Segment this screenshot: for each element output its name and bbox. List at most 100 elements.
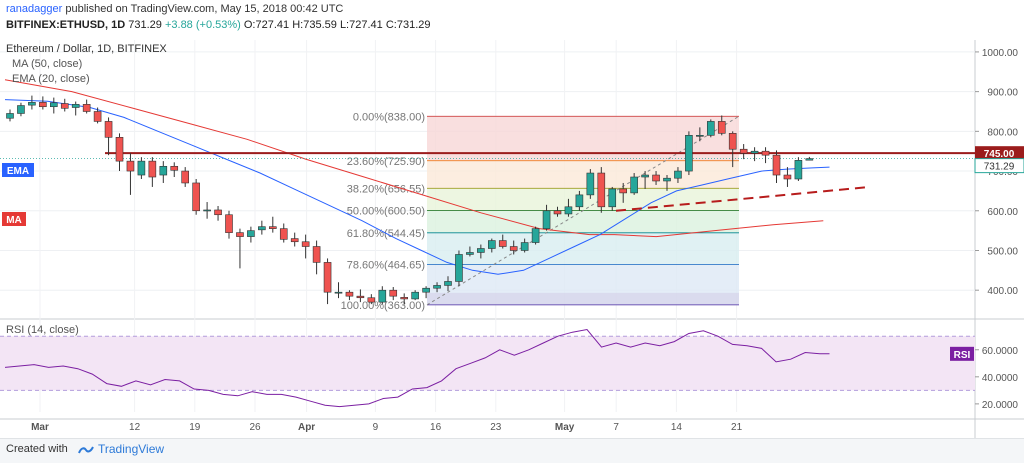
rsi-band [0,336,975,391]
candle [608,186,617,211]
candle-body [706,121,715,136]
candle-body [531,228,540,243]
candle-body [761,150,770,156]
candle-body [509,246,518,251]
fib-level-label: 50.00%(600.50) [347,206,425,218]
candle [652,171,660,185]
rsi-legend: RSI (14, close) [6,324,79,336]
candle-body [17,105,25,114]
candle [422,286,430,299]
rsi-tick-label: 60.0000 [982,346,1019,357]
candle [82,99,91,114]
x-tick-label: 23 [490,422,502,433]
candle-body [236,232,244,237]
low-label: L: [339,19,350,31]
candle [236,228,244,269]
candle [531,226,540,245]
candle [28,95,36,110]
candle-body [82,104,91,112]
candle-body [268,226,277,229]
y-tick-label: 800.00 [987,127,1018,138]
candle-body [805,158,814,161]
candle [301,234,310,259]
candle [455,250,463,287]
candle-body [312,246,321,263]
candle [641,171,649,189]
chart-title: Ethereum / Dollar, 1D, BITFINEX [6,43,167,55]
candle-body [301,241,310,247]
rsi-tag [950,346,974,361]
last-price: 731.29 [128,19,162,31]
candle [356,289,365,303]
candle [498,234,507,249]
candle-body [608,188,617,208]
candle-body [663,177,671,182]
ma50-line [4,79,824,238]
candle-body [170,165,179,171]
candle [794,157,803,181]
rsi-tick-label: 20.0000 [982,400,1019,411]
candle-body [739,148,748,154]
candle-body [772,154,781,176]
fib-zone [427,210,739,233]
candle [575,190,584,211]
candle [761,147,770,164]
y-tick-label: 400.00 [987,286,1018,297]
candle [487,238,496,253]
candle [706,119,715,138]
candle [466,246,474,257]
fib-trend-line [426,115,740,306]
candle [717,115,726,136]
candle [148,157,157,187]
candle-body [214,209,222,216]
candle-body [477,248,485,253]
fib-zone [427,232,739,265]
tradingview-brand-text: TradingView [98,442,165,456]
open-label: O: [243,19,256,31]
candle-body [498,240,507,247]
candle-body [728,133,737,150]
candle [247,226,255,243]
fib-level-label: 78.60%(464.65) [347,260,425,272]
rsi-line [4,328,830,408]
candle-body [455,254,463,282]
candle [104,117,113,156]
candle-body [93,111,102,122]
symbol-label: BITFINEX:ETHUSD, 1D [6,19,126,31]
price-change: +3.88 (+0.53%) [164,19,241,31]
high-label: H: [292,19,304,31]
candle-body [783,174,792,180]
candle [39,96,47,110]
candle-body [674,170,682,179]
candle [49,97,58,114]
candle-body [28,102,36,106]
candle-body [487,240,496,249]
candle [323,258,332,305]
candle [225,210,233,239]
candle-body [258,226,266,231]
candle [378,286,387,305]
candle-body [225,214,233,233]
candle-body [794,160,803,180]
candle-body [290,238,299,243]
candle-body [247,230,255,237]
resistance-price-tag [975,146,1024,161]
last-price-tag [974,158,1024,174]
publisher-link[interactable]: ranadagger [6,3,63,15]
publish-info: ranadagger published on TradingView.com,… [6,3,343,15]
candle-body [630,176,638,194]
close-value: 731.29 [396,19,431,31]
candle [400,293,409,305]
candle [181,167,189,187]
candle [367,294,376,305]
x-tick-label: 12 [129,422,141,433]
candle [542,204,551,231]
chart-canvas[interactable]: 400.00500.00600.00700.00800.00900.001000… [0,0,1024,438]
tradingview-brand-link[interactable]: TradingView [78,442,164,456]
candle-body [466,252,474,255]
candle [444,276,452,291]
candle [674,167,682,183]
x-tick-label: 7 [613,422,619,433]
y-tick-label: 500.00 [987,246,1018,257]
last-price-label: 731.29 [984,162,1015,173]
